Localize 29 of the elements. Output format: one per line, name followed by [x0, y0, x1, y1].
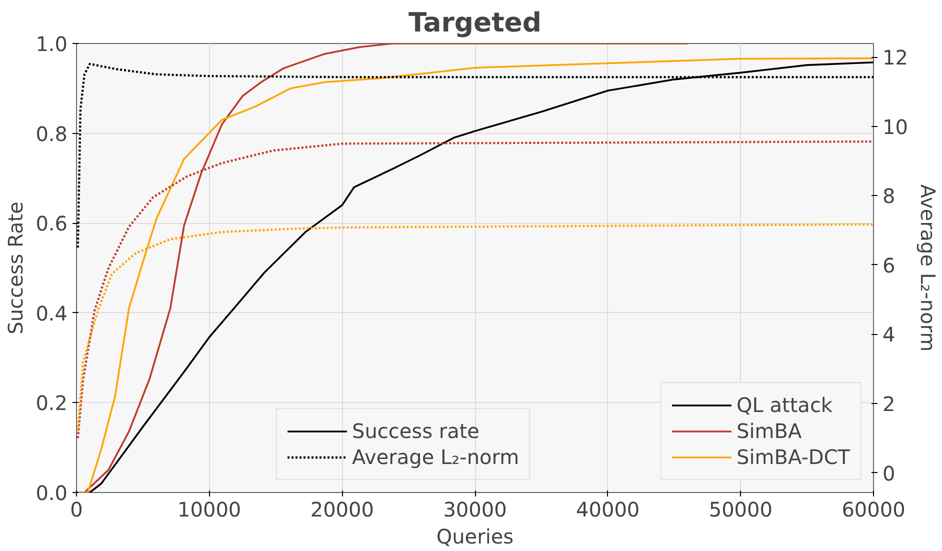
y-tick-label: 1.0 [36, 32, 68, 56]
y2-tick-label: 6 [882, 253, 896, 278]
annotation: Average L₂-norm [352, 445, 520, 469]
x-tick-label: 60000 [842, 498, 906, 522]
x-tick-label: 30000 [443, 498, 507, 522]
y-tick-label: 0.8 [36, 122, 68, 146]
y-tick-label: 0.6 [36, 212, 68, 236]
x-tick-label: 50000 [708, 498, 772, 522]
y2-tick-label: 8 [882, 184, 896, 208]
chart-title: Targeted [408, 8, 542, 38]
y2-tick-label: 0 [882, 461, 896, 486]
annotation: Success rate [352, 419, 480, 443]
y2-tick-label: 2 [882, 392, 896, 416]
y2-tick-label: 10 [882, 114, 908, 139]
legend-label: QL attack [736, 393, 833, 417]
y-tick-label: 0.0 [36, 481, 68, 505]
y2-tick-label: 4 [882, 322, 896, 347]
y2-axis-title: Average L₂-norm [916, 184, 940, 352]
y-axis-title: Success Rate [4, 202, 28, 334]
x-tick-label: 10000 [178, 498, 242, 522]
y-tick-label: 0.2 [36, 391, 68, 416]
x-tick-label: 20000 [310, 498, 374, 522]
legend-label: SimBA-DCT [736, 445, 850, 469]
y-tick-label: 0.4 [36, 301, 68, 326]
x-axis-title: Queries [436, 524, 514, 548]
x-tick-label: 40000 [576, 498, 640, 522]
legend-label: SimBA [736, 419, 802, 443]
x-tick-label: 0 [70, 498, 83, 522]
y2-tick-label: 12 [882, 46, 908, 70]
